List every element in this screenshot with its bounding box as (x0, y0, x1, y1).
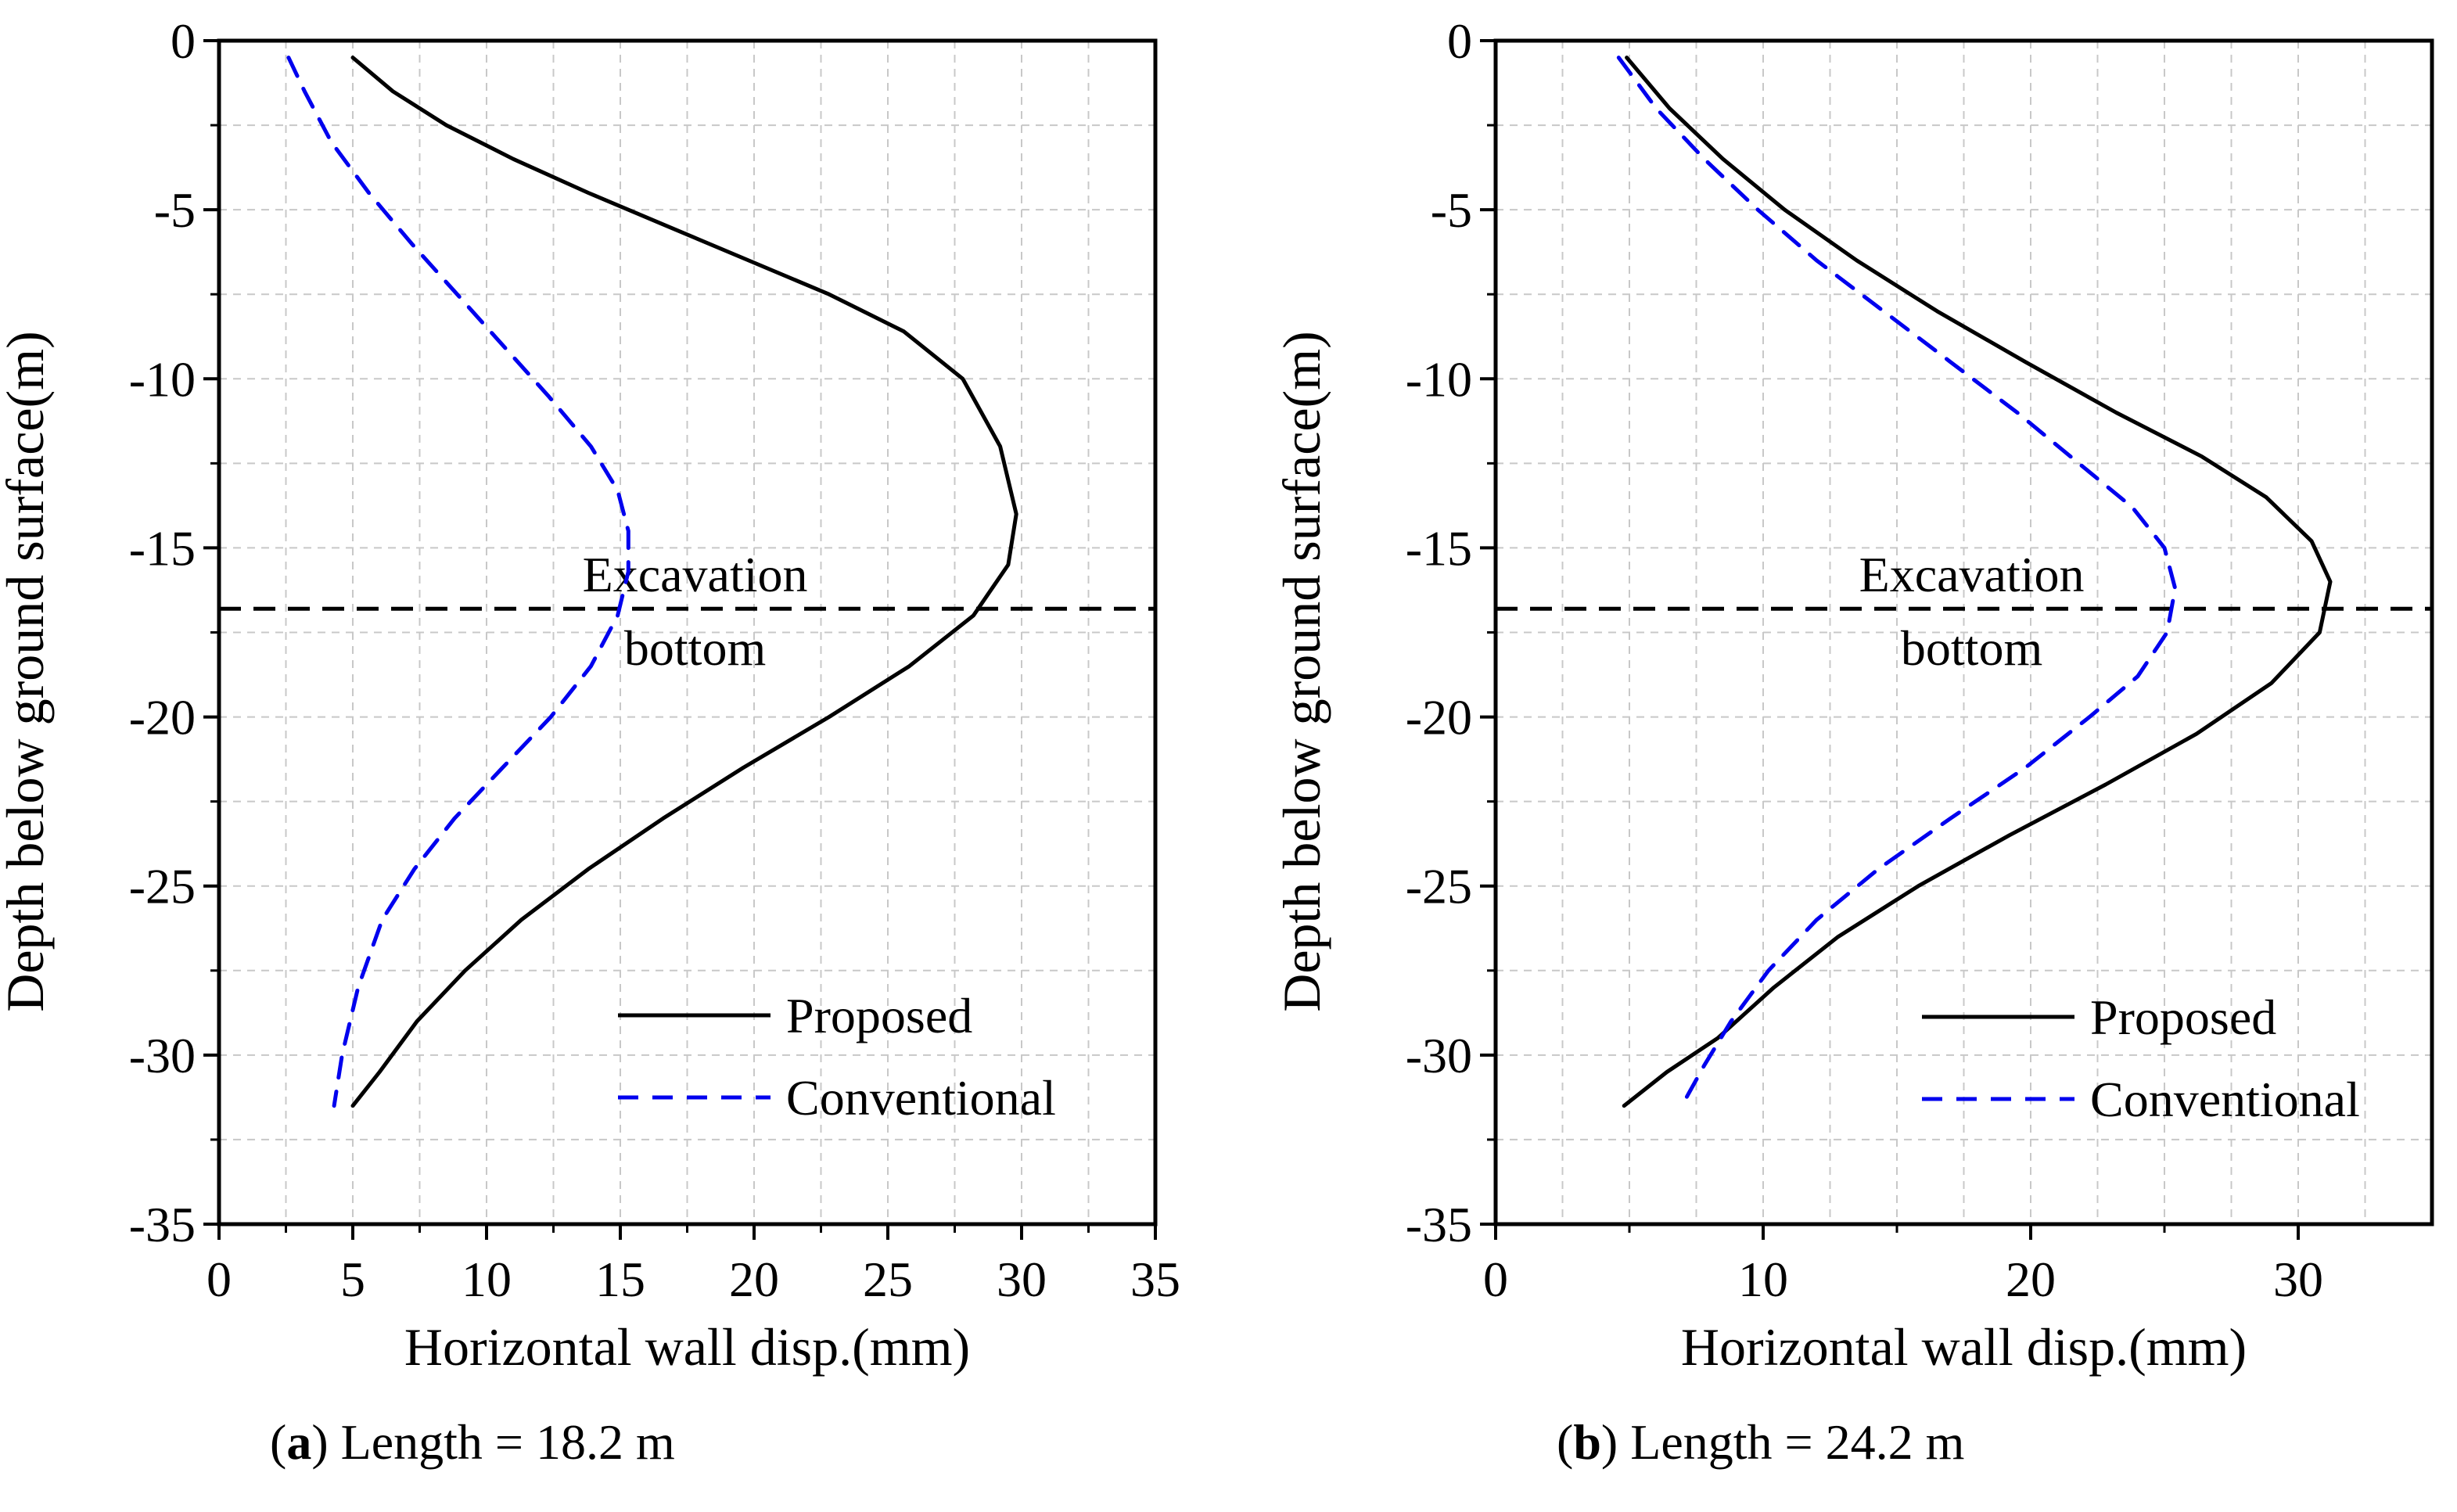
legend: Proposed Conventional (618, 988, 1056, 1126)
y-tick-label: 0 (1447, 13, 1472, 69)
grid (1496, 41, 2432, 1224)
x-axis-label: Horizontal wall disp.(mm) (404, 1317, 970, 1377)
series-line-proposed (350, 56, 1018, 1108)
x-tick-label: 0 (1483, 1252, 1508, 1307)
x-tick-label: 30 (997, 1252, 1047, 1307)
excavation-label-line2: bottom (624, 620, 766, 676)
legend-label-proposed: Proposed (786, 988, 972, 1043)
caption-text: Length = 18.2 m (341, 1414, 675, 1470)
legend-label-conventional: Conventional (2090, 1072, 2360, 1127)
x-tick-label: 20 (729, 1252, 779, 1307)
x-tick-label: 30 (2273, 1252, 2323, 1307)
x-axis-ticks: 0 5 10 15 20 25 30 35 (207, 1224, 1180, 1307)
x-tick-label: 10 (462, 1252, 512, 1307)
series-line-conventional (1616, 56, 2178, 1101)
caption-paren-open: ( (1557, 1414, 1573, 1470)
y-axis-label: Depth below ground surface(m) (0, 331, 55, 1012)
x-tick-label: 25 (863, 1252, 913, 1307)
y-axis-ticks: 0 -5 -10 -15 -20 -25 -30 -35 (129, 13, 219, 1252)
legend-label-conventional: Conventional (786, 1070, 1056, 1126)
y-axis-ticks: 0 -5 -10 -15 -20 -25 -30 -35 (1406, 13, 1496, 1252)
y-tick-label: -30 (129, 1028, 196, 1083)
x-tick-label: 15 (595, 1252, 645, 1307)
y-tick-label: -20 (1406, 690, 1472, 745)
legend: Proposed Conventional (1922, 989, 2360, 1127)
y-tick-label: -35 (1406, 1197, 1472, 1252)
plot-frame (217, 38, 1158, 1226)
y-axis-label: Depth below ground surface(m) (1272, 331, 1331, 1012)
panel-caption: (b) Length = 24.2 m (1557, 1414, 1964, 1470)
y-tick-label: -5 (154, 182, 196, 238)
y-tick-label: -15 (129, 520, 196, 576)
legend-label-proposed: Proposed (2090, 989, 2276, 1045)
x-axis-label: Horizontal wall disp.(mm) (1681, 1317, 2247, 1377)
y-tick-label: -25 (129, 859, 196, 914)
y-tick-label: -30 (1406, 1028, 1472, 1083)
chart-panel-b: 0 10 20 30 0 -5 -10 -15 -20 -25 -30 -35 Excavation bo… (1272, 13, 2434, 1470)
y-tick-label: -10 (129, 351, 196, 407)
x-tick-label: 0 (207, 1252, 232, 1307)
x-axis-ticks: 0 10 20 30 (1483, 1224, 2323, 1307)
x-tick-label: 10 (1738, 1252, 1788, 1307)
y-tick-label: 0 (171, 13, 196, 69)
excavation-label-line1: Excavation (1859, 547, 2085, 602)
excavation-label-line2: bottom (1901, 620, 2042, 676)
plot-frame (1493, 38, 2434, 1226)
y-tick-label: -25 (1406, 859, 1472, 914)
y-tick-label: -10 (1406, 351, 1472, 407)
caption-panel-letter: a (286, 1414, 311, 1470)
caption-paren-open: ( (270, 1414, 286, 1470)
caption-text: Length = 24.2 m (1630, 1414, 1964, 1470)
excavation-label-line1: Excavation (583, 547, 808, 602)
caption-paren-close: ) (1601, 1414, 1630, 1470)
x-tick-label: 5 (340, 1252, 365, 1307)
x-tick-label: 35 (1130, 1252, 1180, 1307)
panel-caption: (a) Length = 18.2 m (270, 1414, 675, 1470)
chart-panel-a: 0 5 10 15 20 25 30 35 0 -5 -10 -15 -20 -25 -30 -35 Excav… (0, 13, 1180, 1470)
y-tick-label: -20 (129, 690, 196, 745)
caption-panel-letter: b (1573, 1414, 1601, 1470)
caption-paren-close: ) (311, 1414, 340, 1470)
series-line-proposed (1622, 56, 2333, 1108)
x-tick-label: 20 (2006, 1252, 2056, 1307)
y-tick-label: -35 (129, 1197, 196, 1252)
y-tick-label: -15 (1406, 520, 1472, 576)
series-line-conventional (286, 56, 630, 1108)
y-tick-label: -5 (1431, 182, 1472, 238)
